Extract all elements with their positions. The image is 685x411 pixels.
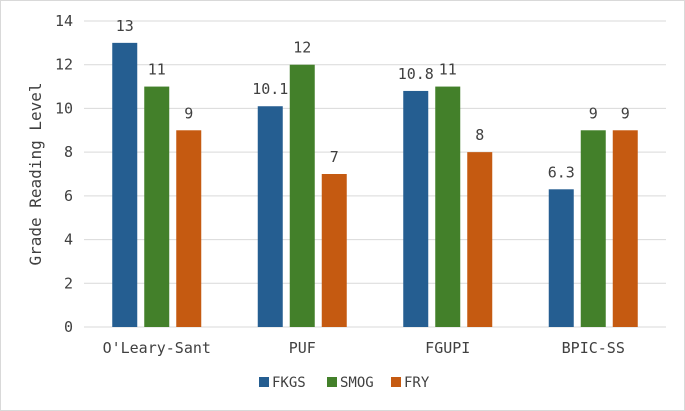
data-label: 10.1: [252, 80, 288, 98]
y-tick-label: 6: [64, 187, 73, 205]
data-label: 12: [293, 39, 311, 57]
bars: [112, 42, 638, 327]
data-label: 10.8: [398, 65, 434, 83]
y-tick-label: 4: [64, 231, 73, 249]
data-label: 7: [330, 148, 339, 166]
data-label: 11: [148, 61, 166, 79]
data-label: 13: [116, 17, 134, 35]
y-axis-title: Grade Reading Level: [26, 82, 45, 265]
data-labels: 13 11 9 10.1 12 7 10.8 11 8 6.3 9 9: [116, 17, 630, 181]
data-label: 8: [475, 126, 484, 144]
bar-smog: [580, 130, 606, 327]
legend-label: SMOG: [340, 375, 374, 391]
bar-fry: [321, 174, 347, 327]
bar-fkgs: [112, 42, 138, 327]
x-category-label: PUF: [289, 339, 316, 357]
bar-smog: [289, 64, 315, 327]
data-label: 9: [589, 104, 598, 122]
y-tick-label: 8: [64, 143, 73, 161]
x-axis-categories: O'Leary-Sant PUF FGUPI BPIC-SS: [103, 339, 625, 357]
bar-fry: [176, 130, 202, 327]
bar-fkgs: [257, 106, 283, 327]
x-category-label: O'Leary-Sant: [103, 339, 211, 357]
y-tick-label: 10: [55, 99, 73, 117]
legend-label: FKGS: [272, 375, 306, 391]
y-tick-label: 2: [64, 274, 73, 292]
gridlines: [84, 20, 666, 328]
data-label: 6.3: [548, 163, 575, 181]
bar-fkgs: [403, 90, 429, 327]
legend-swatch-smog: [327, 377, 337, 387]
data-label: 9: [184, 104, 193, 122]
legend-swatch-fry: [391, 377, 401, 387]
x-category-label: FGUPI: [425, 339, 470, 357]
y-axis-ticks: 0 2 4 6 8 10 12 14: [55, 12, 73, 336]
data-label: 11: [439, 61, 457, 79]
bar-fry: [612, 130, 638, 327]
bar-fkgs: [548, 189, 574, 327]
y-tick-label: 14: [55, 12, 73, 30]
x-category-label: BPIC-SS: [562, 339, 625, 357]
legend: FKGS SMOG FRY: [259, 375, 430, 391]
y-tick-label: 12: [55, 56, 73, 74]
bar-smog: [144, 86, 170, 327]
y-tick-label: 0: [64, 318, 73, 336]
bar-smog: [435, 86, 461, 327]
bar-fry: [467, 152, 493, 327]
data-label: 9: [621, 104, 630, 122]
legend-label: FRY: [404, 375, 430, 391]
legend-swatch-fkgs: [259, 377, 269, 387]
